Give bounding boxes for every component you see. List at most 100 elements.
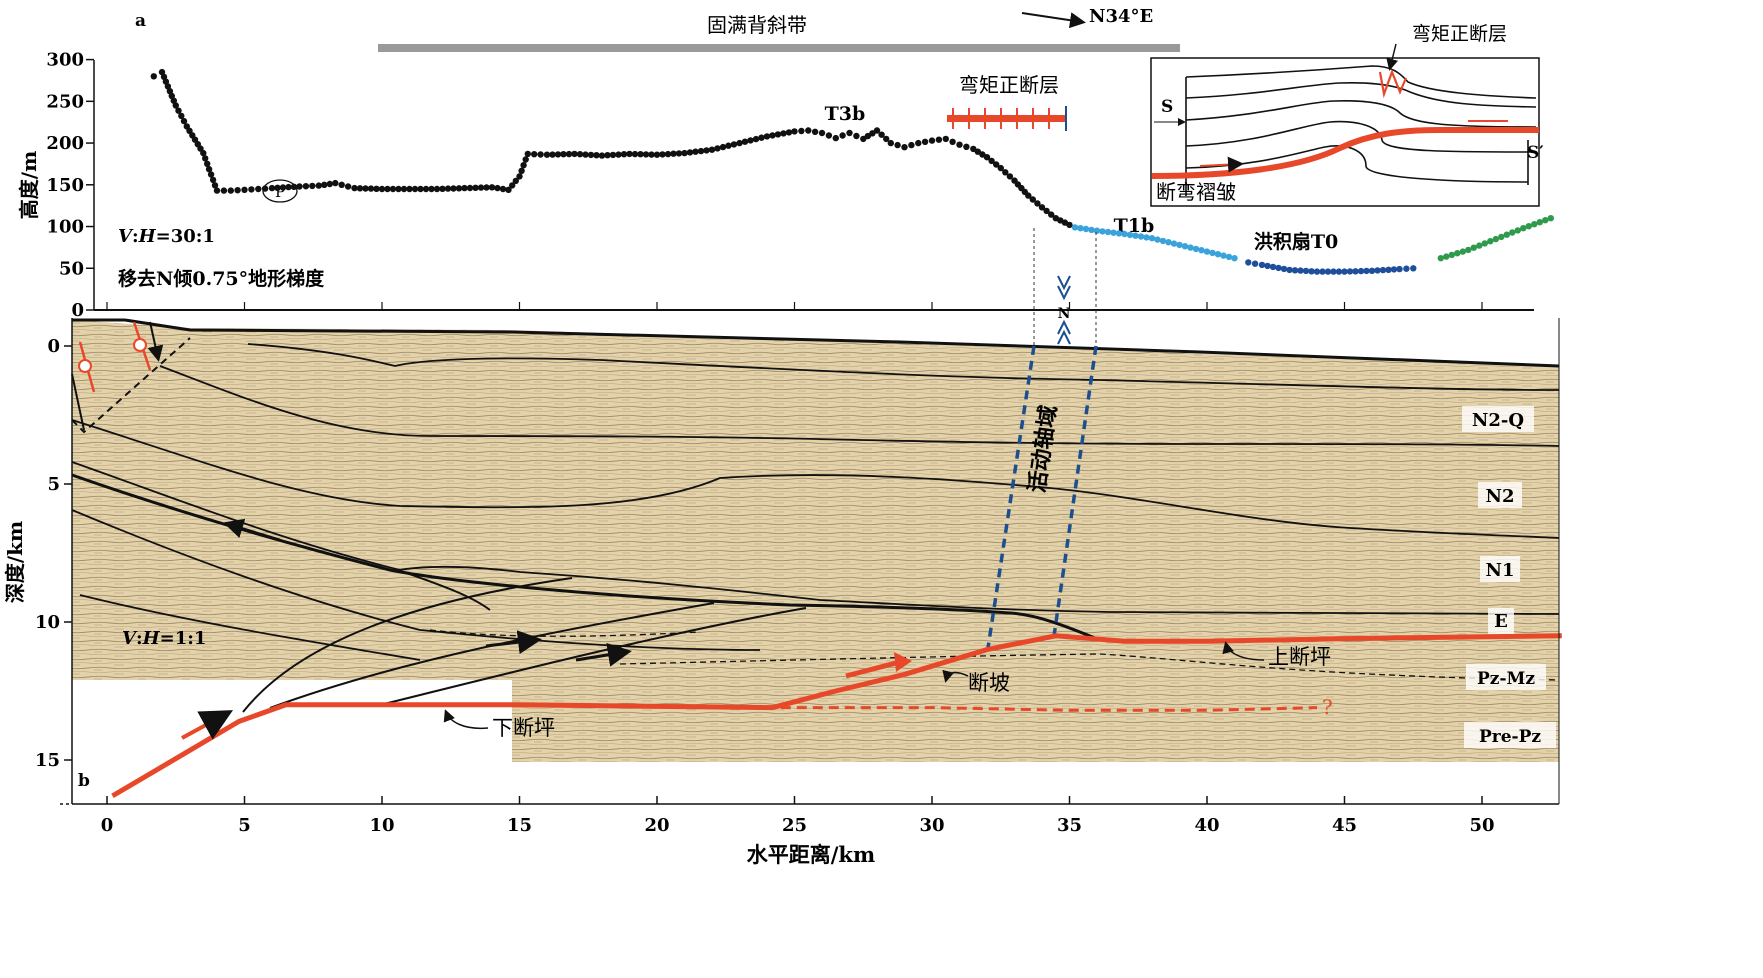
- elevation-point: [1220, 252, 1227, 259]
- elevation-point: [1286, 266, 1293, 274]
- panel-b-xtick-label: 15: [507, 815, 532, 836]
- elevation-point: [1454, 250, 1461, 257]
- layer-label-n2q: N2-Q: [1472, 410, 1524, 431]
- elevation-point: [509, 182, 516, 189]
- elevation-point: [512, 177, 519, 185]
- elevation-point: [261, 185, 269, 192]
- normal-fault-bar: [947, 106, 1067, 131]
- seismic-image: [72, 320, 1559, 762]
- elevation-point: [213, 187, 221, 194]
- seismic-section: 活动轴域 ? 断坡 上断坪 下断坪 N2-Q N2 N1 E Pz-Mz Pre…: [3, 302, 1562, 867]
- elevation-point: [422, 185, 430, 193]
- elevation-point: [1143, 234, 1150, 241]
- p-marker-label: P: [275, 183, 285, 201]
- elevation-point: [1029, 196, 1037, 203]
- elevation-point: [805, 127, 812, 134]
- inset-fault: [1151, 127, 1539, 179]
- elevation-point: [466, 184, 474, 192]
- elevation-point: [675, 150, 683, 157]
- elevation-point: [901, 144, 908, 151]
- lower-flat-callout: [443, 709, 489, 730]
- layer-label-prepz: Pre-Pz: [1479, 727, 1541, 747]
- elevation-point: [714, 145, 721, 152]
- panel-a-ytick-label: 200: [46, 133, 84, 154]
- elevation-point: [1542, 217, 1549, 224]
- elevation-point: [1137, 233, 1145, 240]
- elevation-point: [703, 147, 710, 154]
- slip-arrow-icon: [223, 518, 281, 542]
- elevation-point: [290, 183, 298, 190]
- elevation-point: [1385, 266, 1392, 273]
- inset-normal-faults: [1378, 68, 1408, 99]
- elevation-point: [285, 183, 292, 191]
- elevation-point: [997, 164, 1004, 172]
- elevation-point: [450, 185, 457, 192]
- elevation-point: [1363, 267, 1370, 275]
- anticline-label: 固满背斜带: [707, 13, 807, 37]
- elevation-point: [255, 185, 262, 193]
- panel-b-yticks: 0 5 10 15: [35, 336, 72, 771]
- elevation-point: [752, 135, 760, 143]
- panel-b-xtick-label: 45: [1332, 815, 1357, 836]
- elevation-point: [1330, 268, 1337, 275]
- panel-b-xtick-label: 25: [782, 815, 807, 836]
- elevation-point: [1165, 239, 1172, 246]
- elevation-point: [505, 186, 512, 193]
- elevation-point: [406, 185, 413, 193]
- panel-b-ratio: V:H=1:1: [122, 628, 206, 649]
- horizons: [71, 343, 1560, 661]
- elevation-point: [554, 151, 562, 158]
- elevation-point: [593, 152, 600, 159]
- elevation-point: [488, 184, 496, 191]
- panel-b-xtick-label: 40: [1194, 815, 1219, 836]
- elevation-point: [268, 184, 276, 192]
- elevation-point: [878, 131, 885, 138]
- elevation-point: [1319, 268, 1326, 275]
- ramp-label: 断坡: [968, 671, 1010, 695]
- elevation-point: [631, 150, 639, 158]
- elevation-point: [565, 150, 573, 158]
- left-normal-faults: [71, 321, 191, 434]
- elevation-point: [373, 185, 380, 192]
- elevation-point: [864, 132, 871, 140]
- elevation-point: [1088, 226, 1095, 234]
- elevation-point: [1258, 261, 1266, 269]
- elevation-point: [642, 151, 650, 158]
- elevation-point: [367, 185, 375, 192]
- elevation-point: [670, 150, 677, 157]
- elevation-point: [664, 150, 672, 158]
- elevation-profile: a 固满背斜带 N34°E 0 50 100 150 200 250 300 高度/m V:…: [17, 6, 1555, 350]
- elevation-point: [1048, 211, 1055, 218]
- inset-normal-fault-label: 弯矩正断层: [1412, 23, 1507, 45]
- elevation-point: [935, 136, 943, 143]
- direction-label: N34°E: [1089, 6, 1153, 27]
- elevation-point: [974, 148, 981, 155]
- elevation-point: [1379, 266, 1387, 274]
- elevation-point: [825, 132, 833, 139]
- elevation-point: [648, 151, 655, 158]
- elevation-point: [883, 135, 890, 143]
- elevation-point: [1437, 255, 1445, 262]
- panel-b-xtick-label: 0: [101, 815, 114, 836]
- main-thrust-fault: [111, 633, 1562, 799]
- elevation-point: [1357, 267, 1365, 275]
- elevation-point: [620, 151, 628, 158]
- elevation-point: [200, 149, 207, 157]
- elevation-point: [472, 184, 479, 191]
- elevation-point: [1025, 192, 1032, 199]
- elevation-point: [921, 138, 929, 145]
- elevation-point: [763, 133, 771, 140]
- elevation-point: [378, 185, 386, 193]
- elevation-point: [1231, 255, 1238, 262]
- elevation-point: [615, 151, 622, 158]
- elevation-point: [175, 107, 182, 114]
- elevation-point: [659, 151, 666, 158]
- elevation-point: [1374, 267, 1381, 274]
- elevation-point: [417, 185, 424, 193]
- layer-label-e: E: [1494, 611, 1508, 632]
- panel-a-ytick-label: 250: [46, 91, 84, 112]
- elevation-point: [1487, 238, 1494, 245]
- elevation-point: [774, 131, 782, 138]
- elevation-point: [1038, 204, 1046, 211]
- panel-b-xtick-label: 35: [1057, 815, 1082, 836]
